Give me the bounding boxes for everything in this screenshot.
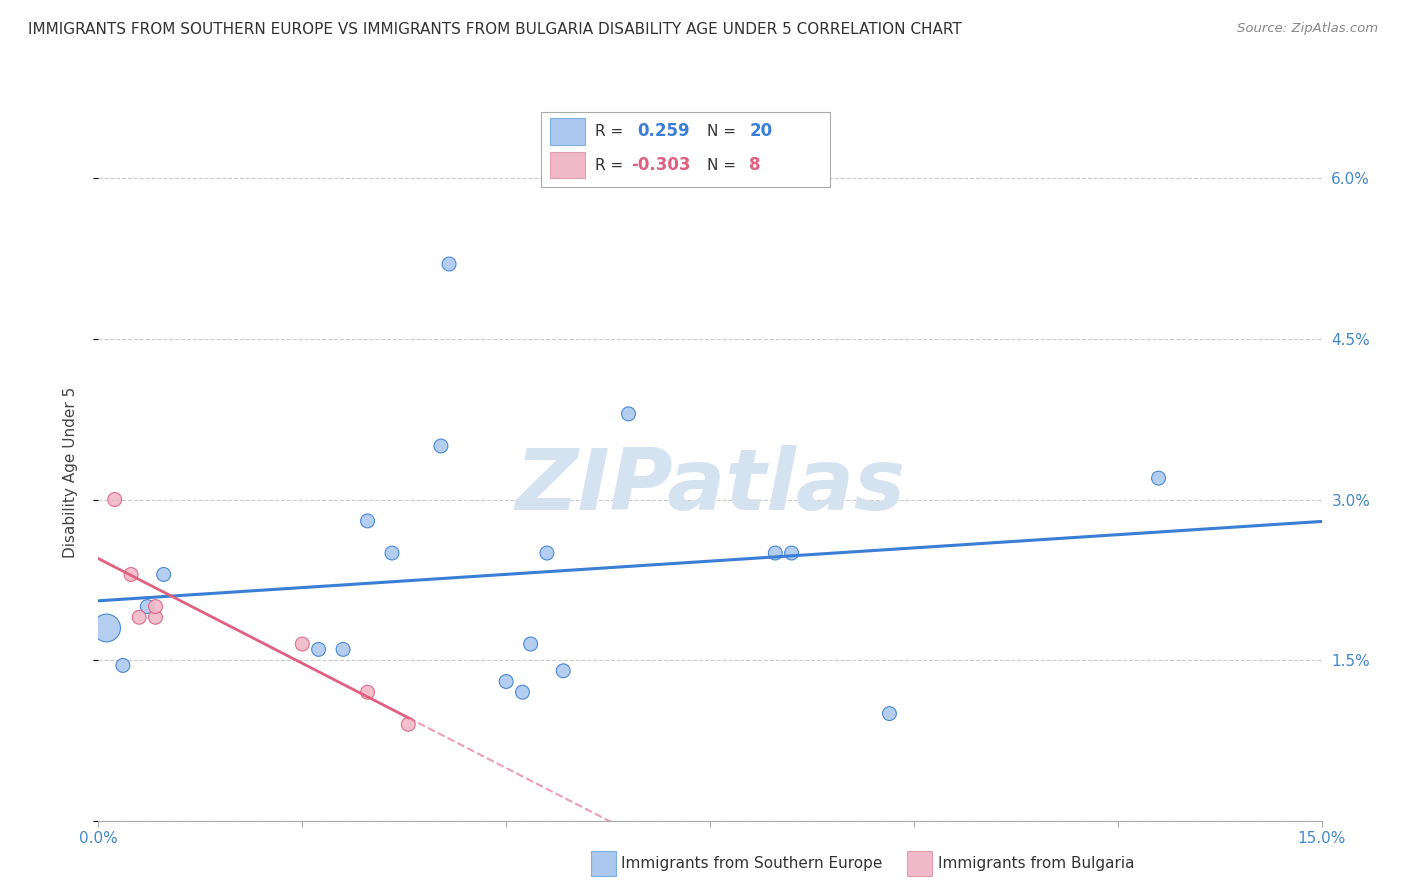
Point <box>332 642 354 657</box>
Point <box>96 621 118 635</box>
Point <box>356 514 378 528</box>
Text: Source: ZipAtlas.com: Source: ZipAtlas.com <box>1237 22 1378 36</box>
Point <box>430 439 453 453</box>
Point <box>396 717 419 731</box>
Point <box>145 599 167 614</box>
Point <box>617 407 640 421</box>
Text: Immigrants from Southern Europe: Immigrants from Southern Europe <box>621 856 883 871</box>
Text: R =: R = <box>595 124 623 138</box>
Text: 0.259: 0.259 <box>637 122 689 140</box>
Text: R =: R = <box>595 158 623 172</box>
Point <box>381 546 404 560</box>
Point <box>1147 471 1170 485</box>
Point <box>437 257 460 271</box>
Point <box>519 637 541 651</box>
Point <box>495 674 517 689</box>
Point <box>879 706 901 721</box>
Point <box>780 546 803 560</box>
Point <box>128 610 150 624</box>
Text: ZIPatlas: ZIPatlas <box>515 445 905 528</box>
Point <box>356 685 378 699</box>
Y-axis label: Disability Age Under 5: Disability Age Under 5 <box>63 387 77 558</box>
Text: IMMIGRANTS FROM SOUTHERN EUROPE VS IMMIGRANTS FROM BULGARIA DISABILITY AGE UNDER: IMMIGRANTS FROM SOUTHERN EUROPE VS IMMIG… <box>28 22 962 37</box>
Point <box>308 642 330 657</box>
Point <box>104 492 127 507</box>
Point <box>152 567 174 582</box>
Text: N =: N = <box>707 124 737 138</box>
Text: 8: 8 <box>749 156 761 174</box>
Text: Immigrants from Bulgaria: Immigrants from Bulgaria <box>938 856 1135 871</box>
Point <box>763 546 786 560</box>
Point <box>120 567 142 582</box>
Point <box>512 685 534 699</box>
Point <box>536 546 558 560</box>
Point <box>145 610 167 624</box>
Point <box>111 658 134 673</box>
Text: 20: 20 <box>749 122 772 140</box>
Point <box>136 599 159 614</box>
Point <box>553 664 575 678</box>
Point <box>291 637 314 651</box>
Text: N =: N = <box>707 158 737 172</box>
Text: -0.303: -0.303 <box>631 156 690 174</box>
